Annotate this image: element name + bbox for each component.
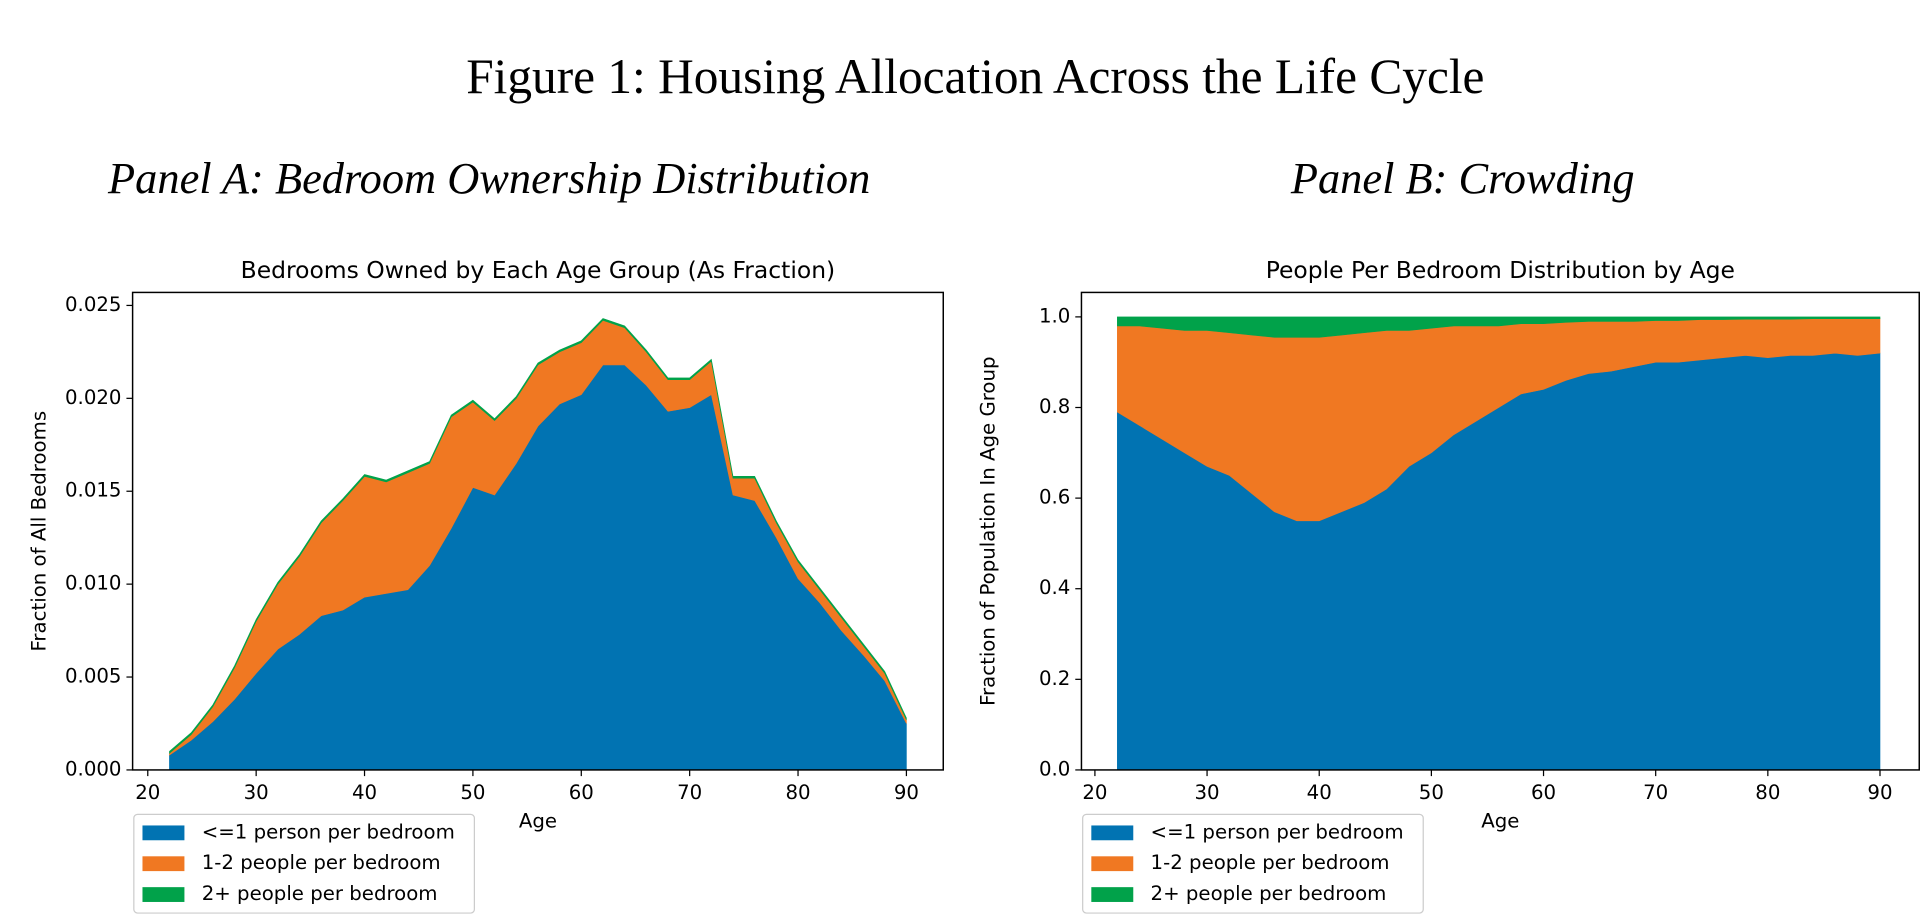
x-tick-label: 20	[1082, 781, 1107, 804]
x-tick-label: 90	[1867, 781, 1892, 804]
legend-label: 2+ people per bedroom	[202, 882, 438, 905]
x-tick-label: 40	[352, 781, 377, 804]
area	[1117, 316, 1881, 338]
x-tick-label: 80	[785, 781, 810, 804]
x-tick-label: 70	[1643, 781, 1668, 804]
x-tick-label: 70	[677, 781, 702, 804]
axes-frame	[1080, 291, 1920, 771]
x-axis-label: Age	[1481, 809, 1519, 832]
panel-title: Panel A: Bedroom Ownership Distribution	[107, 153, 870, 203]
x-tick-label: 60	[569, 781, 594, 804]
y-tick-label: 0.2	[1039, 667, 1070, 690]
area	[169, 318, 907, 754]
y-tick-label: 0.020	[65, 386, 122, 409]
y-tick-label: 0.025	[65, 293, 122, 316]
x-tick-label: 40	[1307, 781, 1332, 804]
legend-swatch	[142, 825, 185, 841]
legend-swatch	[1091, 887, 1134, 902]
y-tick-label: 0.000	[65, 757, 122, 780]
x-tick-label: 80	[1755, 781, 1780, 804]
legend-label: 2+ people per bedroom	[1151, 882, 1387, 905]
x-tick-label: 30	[1195, 781, 1220, 804]
legend-box	[133, 813, 476, 914]
legend-swatch	[142, 856, 185, 872]
legend-swatch	[1091, 825, 1134, 841]
legend-label: <=1 person per bedroom	[1151, 820, 1404, 843]
x-tick-label: 90	[894, 781, 919, 804]
legend-swatch	[142, 887, 185, 902]
legend-box	[1082, 813, 1424, 914]
x-tick-label: 50	[1419, 781, 1444, 804]
y-tick-label: 0.4	[1039, 576, 1070, 599]
chart-title: Bedrooms Owned by Each Age Group (As Fra…	[241, 256, 836, 284]
x-tick-label: 60	[1531, 781, 1556, 804]
x-axis-label: Age	[519, 809, 557, 832]
y-tick-label: 0.015	[65, 479, 122, 502]
y-tick-label: 1.0	[1039, 304, 1070, 327]
x-tick-label: 20	[135, 781, 160, 804]
y-tick-label: 0.0	[1039, 757, 1070, 780]
panel-title: Panel B: Crowding	[1290, 153, 1635, 203]
y-axis-label: Fraction of Population In Age Group	[976, 356, 999, 705]
legend-label: 1-2 people per bedroom	[202, 851, 441, 874]
x-tick-label: 50	[460, 781, 485, 804]
axes-frame	[131, 291, 944, 771]
legend-swatch	[1091, 856, 1134, 872]
legend-label: 1-2 people per bedroom	[1151, 851, 1390, 874]
legend-label: <=1 person per bedroom	[202, 820, 455, 843]
y-axis-label: Fraction of All Bedrooms	[28, 411, 51, 652]
y-tick-label: 0.005	[65, 665, 122, 688]
y-tick-label: 0.8	[1039, 395, 1070, 418]
figure-title: Figure 1: Housing Allocation Across the …	[466, 49, 1484, 104]
y-tick-label: 0.010	[65, 572, 122, 595]
x-tick-label: 30	[244, 781, 269, 804]
y-tick-label: 0.6	[1039, 486, 1070, 509]
chart-title: People Per Bedroom Distribution by Age	[1266, 256, 1735, 284]
